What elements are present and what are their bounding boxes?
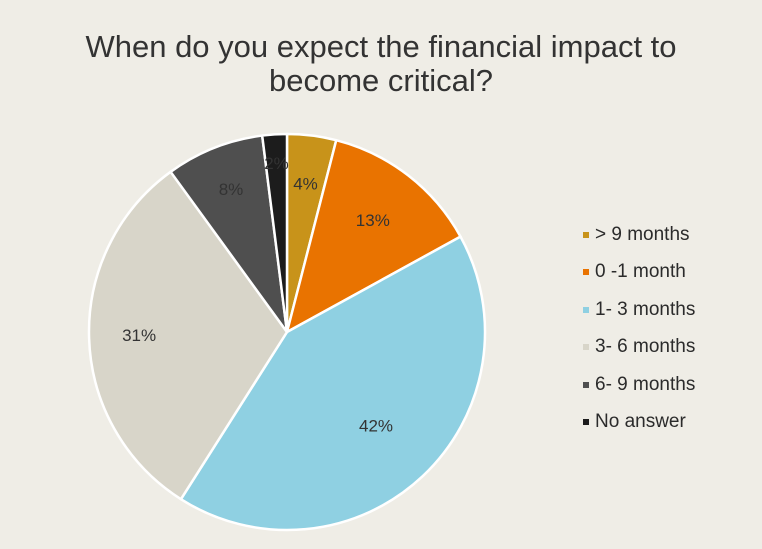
- legend-swatch: [583, 344, 589, 351]
- pie-slice-6: [260, 132, 289, 334]
- legend: > 9 months 0 -1 month 1- 3 months 3- 6 mont…: [583, 216, 695, 441]
- legend-item: > 9 months: [583, 216, 695, 254]
- chart-title: When do you expect the financial impact …: [0, 30, 762, 98]
- legend-item: 3- 6 months: [583, 329, 695, 367]
- slice-value-label: 13%: [356, 211, 390, 230]
- legend-item: 1- 3 months: [583, 291, 695, 329]
- legend-label: No answer: [595, 411, 686, 433]
- legend-label: 1- 3 months: [595, 298, 696, 320]
- slice-value-label: 31%: [122, 326, 156, 345]
- legend-swatch: [583, 231, 589, 238]
- legend-swatch: [583, 381, 589, 388]
- slice-value-label: 2%: [264, 154, 289, 173]
- legend-swatch: [583, 419, 589, 426]
- pie-slice-5: [169, 134, 289, 334]
- chart-title-line-1: When do you expect the financial impact …: [85, 29, 677, 64]
- slice-value-label: 42%: [359, 416, 393, 435]
- legend-item: No answer: [583, 404, 695, 442]
- pie-slice-2: [285, 138, 462, 334]
- legend-item: 0 -1 month: [583, 254, 695, 292]
- pie-slices: [87, 132, 487, 532]
- legend-label: 3- 6 months: [595, 336, 696, 358]
- pie-slice-3: [179, 235, 487, 532]
- legend-item: 6- 9 months: [583, 366, 695, 404]
- legend-label: > 9 months: [595, 223, 690, 245]
- legend-label: 6- 9 months: [595, 373, 696, 395]
- pie-slice-4: [87, 170, 289, 501]
- chart-title-line-2: become critical?: [269, 63, 493, 98]
- pie-value-labels: 4% 13% 42% 31% 8% 2%: [122, 154, 393, 435]
- slice-value-label: 8%: [219, 180, 244, 199]
- legend-swatch: [583, 269, 589, 276]
- legend-label: 0 -1 month: [595, 261, 686, 283]
- legend-swatch: [583, 306, 589, 313]
- slice-value-label: 4%: [293, 175, 318, 194]
